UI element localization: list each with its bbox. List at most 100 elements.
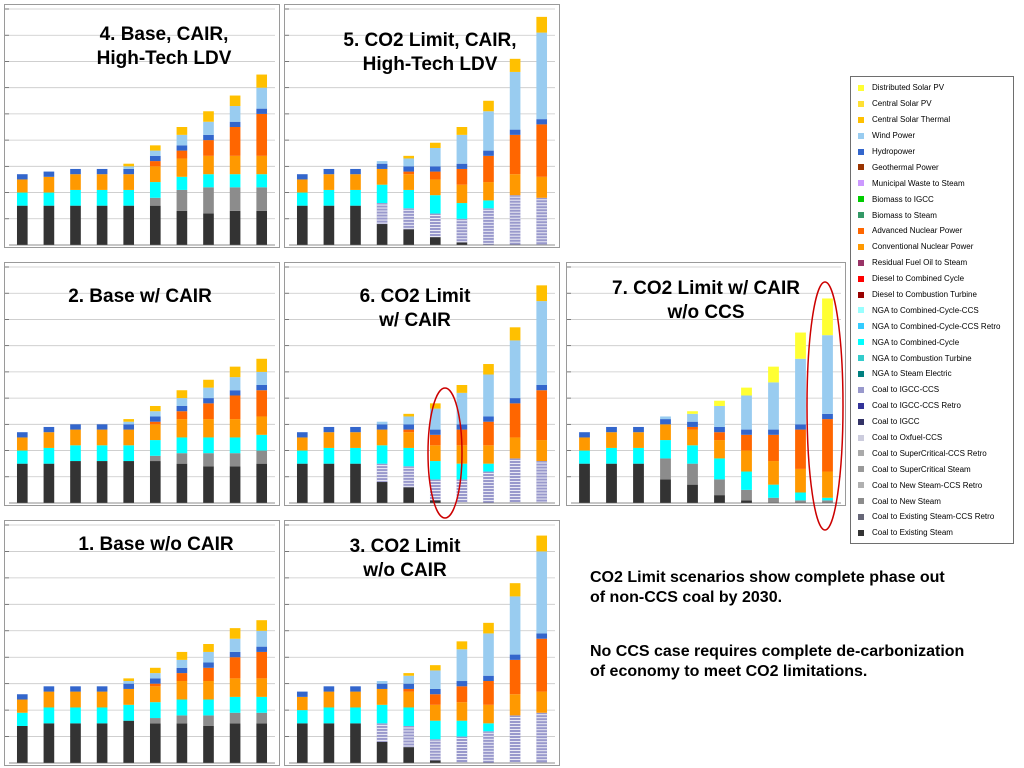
bar-segment	[96, 168, 108, 175]
bar-segment	[403, 429, 415, 433]
legend-item: Coal to SuperCritical Steam	[851, 461, 1013, 477]
legend-swatch	[858, 180, 864, 187]
bar-segment	[149, 683, 161, 687]
bar-segment	[429, 179, 441, 196]
bar-segment	[149, 424, 161, 441]
bar-segment	[606, 432, 617, 448]
bar-segment	[429, 195, 441, 214]
bar-segment	[176, 419, 188, 438]
bar-segment	[403, 189, 415, 209]
chart-panel-5: 5. CO2 Limit, CAIR, High-Tech LDV	[284, 4, 560, 248]
bar-segment	[350, 189, 361, 206]
bar-segment	[256, 358, 268, 372]
bar-segment	[123, 461, 135, 503]
bar-segment	[350, 463, 361, 503]
bar-segment	[350, 447, 361, 464]
bar-segment	[149, 155, 161, 162]
bar-segment	[714, 458, 725, 480]
bar-segment	[429, 403, 441, 409]
bar-segment	[229, 390, 241, 396]
bar-segment	[176, 210, 188, 245]
legend-swatch	[858, 370, 864, 377]
bar-segment	[176, 715, 188, 724]
legend-item: NGA to Steam Electric	[851, 366, 1013, 382]
bar-segment	[176, 150, 188, 159]
chart-2-svg	[5, 266, 275, 504]
bar-segment	[176, 145, 188, 151]
bar-segment	[714, 479, 725, 496]
legend-item: Coal to New Steam	[851, 493, 1013, 509]
bar-segment	[822, 497, 833, 501]
bar-segment	[509, 596, 521, 655]
bar-segment	[229, 712, 241, 724]
bar-segment	[509, 327, 521, 341]
bar-segment	[176, 405, 188, 412]
bar-segment	[176, 699, 188, 716]
chart-5-svg	[285, 8, 555, 246]
bar-segment	[403, 432, 415, 448]
bar-segment	[70, 205, 81, 245]
bar-segment	[96, 723, 108, 763]
bar-segment	[16, 463, 28, 503]
legend-swatch	[858, 100, 864, 107]
bar-segment	[296, 205, 308, 245]
bar-segment	[687, 411, 698, 414]
bar-segment	[256, 450, 268, 464]
bar-segment	[256, 678, 268, 697]
bar-segment	[16, 205, 28, 245]
bar-segment	[149, 150, 161, 156]
bar-segment	[203, 681, 214, 700]
legend-item: Diesel to Combustion Turbine	[851, 287, 1013, 303]
bar-segment	[429, 461, 441, 480]
chart-title: 1. Base w/o CAIR	[78, 534, 234, 555]
chart-panel-1: 1. Base w/o CAIR	[4, 520, 280, 766]
bar-segment	[633, 447, 644, 464]
legend-label: NGA to Steam Electric	[872, 369, 952, 379]
bar-segment	[660, 419, 671, 425]
bar-segment	[256, 385, 268, 391]
bar-segment	[43, 686, 55, 692]
legend-item: Coal to Existing Steam	[851, 525, 1013, 541]
legend-label: Coal to Existing Steam-CCS Retro	[872, 512, 995, 522]
bar-segment	[714, 432, 725, 441]
bar-segment	[256, 371, 268, 385]
bar-segment	[376, 224, 388, 245]
bar-segment	[123, 688, 135, 705]
bar-segment	[536, 301, 548, 385]
bar-segment	[768, 429, 779, 435]
bar-segment	[741, 429, 752, 435]
bar-segment	[768, 497, 779, 503]
bar-segment	[403, 675, 415, 684]
bar-segment	[203, 466, 214, 503]
legend-item: Wind Power	[851, 128, 1013, 144]
chart-panel-2: 2. Base w/ CAIR	[4, 262, 280, 506]
bar-segment	[323, 707, 335, 724]
bar-segment	[149, 723, 161, 763]
bar-segment	[296, 710, 308, 724]
bar-segment	[350, 205, 361, 245]
bar-segment	[456, 385, 468, 393]
legend-item: Diesel to Combined Cycle	[851, 271, 1013, 287]
bar-segment	[768, 461, 779, 485]
bar-segment	[376, 681, 388, 684]
legend-item: Distributed Solar PV	[851, 80, 1013, 96]
bar-segment	[536, 461, 548, 503]
bar-segment	[296, 691, 308, 697]
legend-swatch	[858, 212, 864, 219]
bar-segment	[203, 213, 214, 245]
chart-title: 5. CO2 Limit, CAIR, High-Tech LDV	[343, 30, 517, 75]
bar-segment	[296, 450, 308, 464]
bar-segment	[795, 429, 806, 469]
bar-segment	[43, 426, 55, 433]
bar-segment	[123, 424, 135, 430]
bar-segment	[483, 622, 494, 634]
bar-segment	[509, 403, 521, 438]
bar-segment	[606, 447, 617, 464]
bar-segment	[376, 688, 388, 705]
legend-label: Diesel to Combustion Turbine	[872, 290, 977, 300]
bar-segment	[456, 445, 468, 464]
bar-segment	[429, 688, 441, 695]
bar-segment	[429, 213, 441, 238]
legend-swatch	[858, 513, 864, 520]
bar-segment	[509, 583, 521, 597]
